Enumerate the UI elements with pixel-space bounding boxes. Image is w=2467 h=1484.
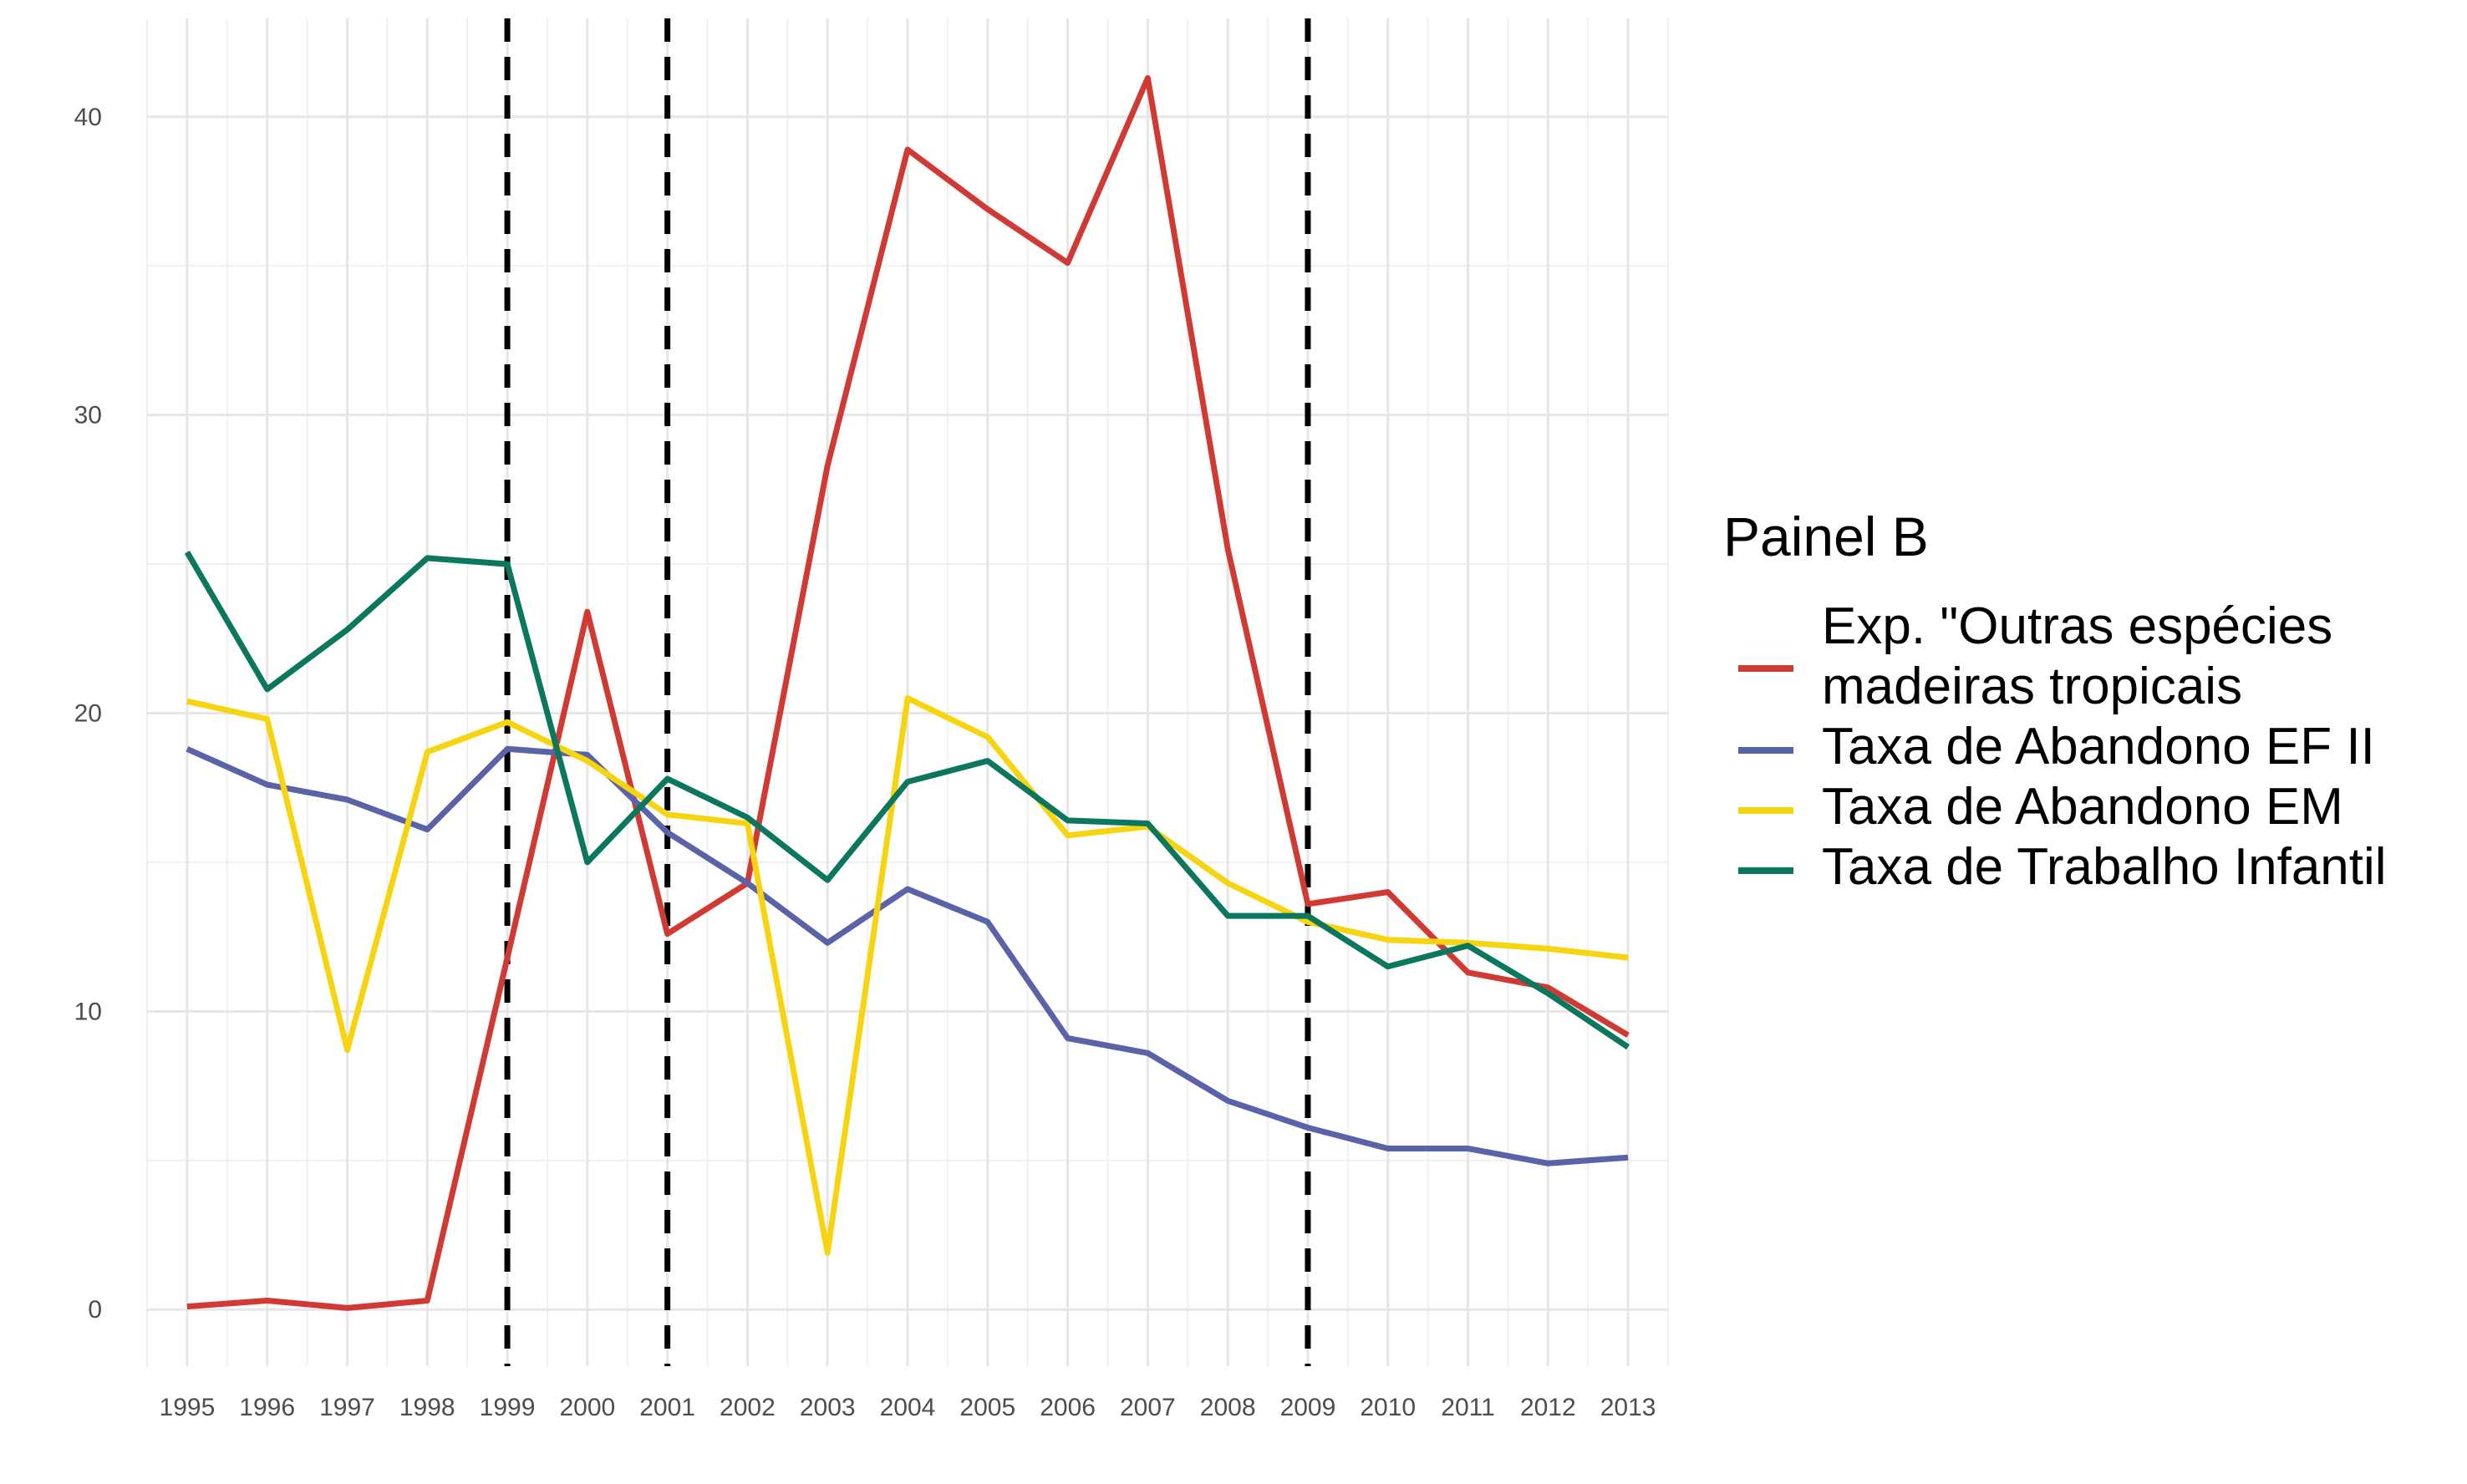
y-tick-label: 20 bbox=[74, 699, 102, 727]
x-tick-label: 2000 bbox=[559, 1394, 615, 1421]
x-tick-label: 1998 bbox=[399, 1394, 455, 1421]
x-tick-label: 2005 bbox=[959, 1394, 1015, 1421]
legend-label: Taxa de Abandono EF II bbox=[1822, 718, 2375, 775]
reference-lines bbox=[504, 18, 1311, 1366]
x-tick-label: 2003 bbox=[800, 1394, 856, 1421]
x-tick-label: 1995 bbox=[160, 1394, 216, 1421]
x-tick-label: 1996 bbox=[239, 1394, 295, 1421]
x-tick-label: 2010 bbox=[1360, 1394, 1416, 1421]
x-tick-label: 2012 bbox=[1520, 1394, 1576, 1421]
series-line bbox=[186, 74, 1630, 1311]
legend-label: Exp. "Outras espécies bbox=[1822, 597, 2332, 655]
y-tick-label: 40 bbox=[74, 104, 102, 131]
series-lines bbox=[184, 74, 1630, 1311]
x-tick-label: 2002 bbox=[720, 1394, 776, 1421]
x-tick-label: 2006 bbox=[1040, 1394, 1096, 1421]
legend-label: Taxa de Trabalho Infantil bbox=[1822, 838, 2387, 896]
series-line bbox=[186, 695, 1629, 1256]
series-line bbox=[184, 551, 1630, 1050]
x-tick-label: 2013 bbox=[1600, 1394, 1656, 1421]
legend-title: Painel B bbox=[1723, 506, 1929, 567]
y-tick-label: 30 bbox=[74, 402, 102, 429]
x-tick-label: 2011 bbox=[1441, 1394, 1495, 1421]
axis-labels: 0 10 20 30 40 1995 1996 1997 1998 1999 2000 2001 200… bbox=[74, 104, 1656, 1421]
series-line bbox=[186, 745, 1629, 1166]
x-tick-label: 1997 bbox=[319, 1394, 375, 1421]
x-tick-label: 2004 bbox=[880, 1394, 936, 1421]
y-tick-label: 0 bbox=[88, 1296, 102, 1324]
grid-layer bbox=[146, 18, 1669, 1366]
legend-label: madeiras tropicais bbox=[1822, 658, 2242, 715]
x-tick-label: 1999 bbox=[480, 1394, 536, 1421]
x-tick-label: 2009 bbox=[1280, 1394, 1336, 1421]
x-tick-label: 2001 bbox=[639, 1394, 695, 1421]
legend-label: Taxa de Abandono EM bbox=[1822, 778, 2343, 836]
y-tick-label: 10 bbox=[74, 998, 102, 1025]
x-tick-label: 2007 bbox=[1120, 1394, 1176, 1421]
x-tick-label: 2008 bbox=[1200, 1394, 1256, 1421]
